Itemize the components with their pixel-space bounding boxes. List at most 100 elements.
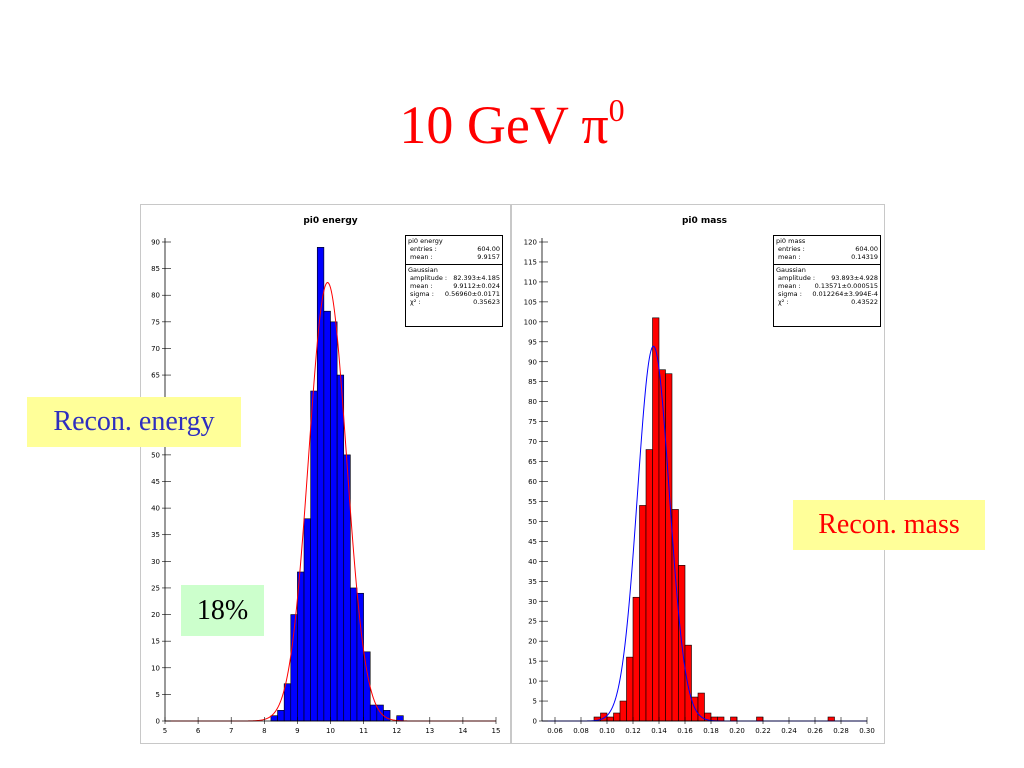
y-tick-label: 20	[528, 638, 537, 646]
x-tick-label: 15	[492, 727, 501, 735]
stats-chi2-value: 0.35623	[473, 298, 500, 307]
x-tick-label: 0.12	[625, 727, 641, 735]
histogram-bar	[383, 710, 391, 722]
y-tick-label: 80	[528, 398, 537, 406]
y-tick-label: 110	[524, 278, 537, 286]
x-tick-label: 14	[458, 727, 467, 735]
stats-fit-mean-row: mean : 0.13571±0.000515	[776, 282, 878, 290]
y-tick-label: 30	[528, 598, 537, 606]
histogram-bar	[645, 449, 653, 722]
x-tick-label: 0.20	[729, 727, 745, 735]
mass-histogram-panel: pi0 mass 0 5 10 15 20 25 30 35 40 45 50 55 60 65 70 75 80…	[511, 204, 885, 744]
y-tick-label: 45	[528, 538, 537, 546]
y-tick-label: 85	[528, 378, 537, 386]
energy-histogram-chart: pi0 energy051015202530354045505560657075…	[151, 216, 501, 735]
y-tick-label: 95	[528, 338, 537, 346]
stats-amplitude-label: amplitude :	[410, 273, 448, 282]
y-tick-label: 15	[151, 638, 160, 646]
y-tick-label: 50	[151, 451, 160, 459]
histogram-bar	[369, 704, 378, 722]
stats-chi2-row: χ² : 0.35623	[408, 298, 500, 306]
histogram-bar	[717, 716, 725, 722]
x-tick-label: 0.26	[807, 727, 823, 735]
y-tick-label: 105	[524, 298, 537, 306]
stats-amplitude-row: amplitude : 93.893±4.928	[776, 274, 878, 282]
y-tick-label: 35	[151, 531, 160, 539]
histogram-bar	[652, 317, 660, 722]
histogram-bar	[336, 374, 345, 722]
stats-divider	[774, 263, 880, 265]
histogram-bar	[350, 587, 358, 722]
histogram-bar	[756, 716, 764, 722]
stats-amplitude-value: 93.893±4.928	[831, 273, 878, 282]
stats-mean-value: 0.14319	[851, 253, 878, 262]
histogram-bar	[363, 651, 371, 722]
stats-sigma-row: sigma : 0.012264±3.994E-4	[776, 290, 878, 298]
mass-stats-box: pi0 mass entries : 604.00 mean : 0.14319 G…	[773, 235, 881, 327]
histogram-bar	[310, 390, 318, 722]
y-tick-label: 90	[151, 239, 160, 247]
resolution-callout: 18%	[181, 585, 264, 636]
y-tick-label: 60	[528, 478, 537, 486]
y-tick-label: 40	[528, 558, 537, 566]
chart-title: pi0 energy	[303, 216, 357, 226]
stats-chi2-label: χ² :	[410, 298, 421, 307]
y-tick-label: 75	[528, 418, 537, 426]
y-tick-label: 115	[524, 258, 537, 266]
stats-sigma-value: 0.56960±0.0171	[444, 290, 500, 299]
slide-title-main: 10 GeV π	[399, 95, 609, 155]
histogram-bar	[356, 592, 364, 722]
stats-entries-label: entries :	[410, 245, 437, 254]
histogram-bar	[827, 716, 835, 722]
y-tick-label: 90	[528, 358, 537, 366]
x-tick-label: 0.16	[677, 727, 693, 735]
histogram-bar	[632, 596, 640, 722]
y-tick-label: 35	[528, 578, 537, 586]
stats-mean-row: mean : 9.9157	[408, 253, 500, 261]
y-tick-label: 85	[151, 265, 160, 273]
x-tick-label: 13	[425, 727, 434, 735]
y-tick-label: 120	[524, 239, 537, 247]
x-tick-label: 6	[196, 727, 201, 735]
y-tick-label: 25	[151, 584, 160, 592]
x-tick-label: 7	[229, 727, 233, 735]
histogram-bar	[619, 700, 627, 722]
stats-fit-name: Gaussian	[408, 265, 438, 274]
mass-histogram-chart: pi0 mass 0 5 10 15 20 25 30 35 40 45 50 55 60 65 70 75 80…	[524, 216, 875, 735]
stats-mean-label: mean :	[778, 253, 801, 262]
x-tick-label: 12	[392, 727, 401, 735]
y-tick-label: 0	[533, 718, 537, 726]
x-tick-label: 0.14	[651, 727, 667, 735]
y-tick-label: 25	[528, 618, 537, 626]
stats-fit-mean-value: 0.13571±0.000515	[814, 282, 878, 291]
stats-mean-row: mean : 0.14319	[776, 253, 878, 261]
histogram-bar	[316, 247, 325, 722]
x-tick-label: 8	[262, 727, 266, 735]
histogram-bar	[730, 716, 738, 722]
stats-entries-row: entries : 604.00	[408, 245, 500, 253]
stats-mean-value: 9.9157	[477, 253, 500, 262]
y-tick-label: 15	[528, 658, 537, 666]
slide-title: 10 GeV π0	[0, 94, 1024, 155]
x-tick-label: 10	[326, 727, 335, 735]
histogram-bar	[684, 644, 692, 722]
stats-fit-mean-label: mean :	[410, 282, 433, 291]
stats-amplitude-row: amplitude : 82.393±4.185	[408, 274, 500, 282]
stats-chi2-label: χ² :	[778, 298, 789, 307]
histogram-bar	[330, 321, 338, 722]
histogram-bar	[297, 571, 305, 722]
histogram-bar	[639, 505, 647, 722]
histogram-bar	[283, 683, 292, 722]
energy-stats-box: pi0 energy entries :604.00 mean :9.9157 …	[405, 235, 503, 327]
histogram-bar	[626, 656, 634, 722]
y-tick-label: 65	[151, 372, 160, 380]
recon-mass-callout: Recon. mass	[793, 500, 985, 550]
histogram-bar	[613, 712, 621, 722]
stats-divider	[406, 263, 502, 265]
stats-fit-mean-label: mean :	[778, 282, 801, 291]
x-tick-label: 9	[295, 727, 299, 735]
y-tick-label: 5	[156, 691, 160, 699]
x-tick-label: 0.06	[547, 727, 563, 735]
stats-sigma-label: sigma :	[410, 290, 434, 299]
stats-sigma-row: sigma : 0.56960±0.0171	[408, 290, 500, 298]
